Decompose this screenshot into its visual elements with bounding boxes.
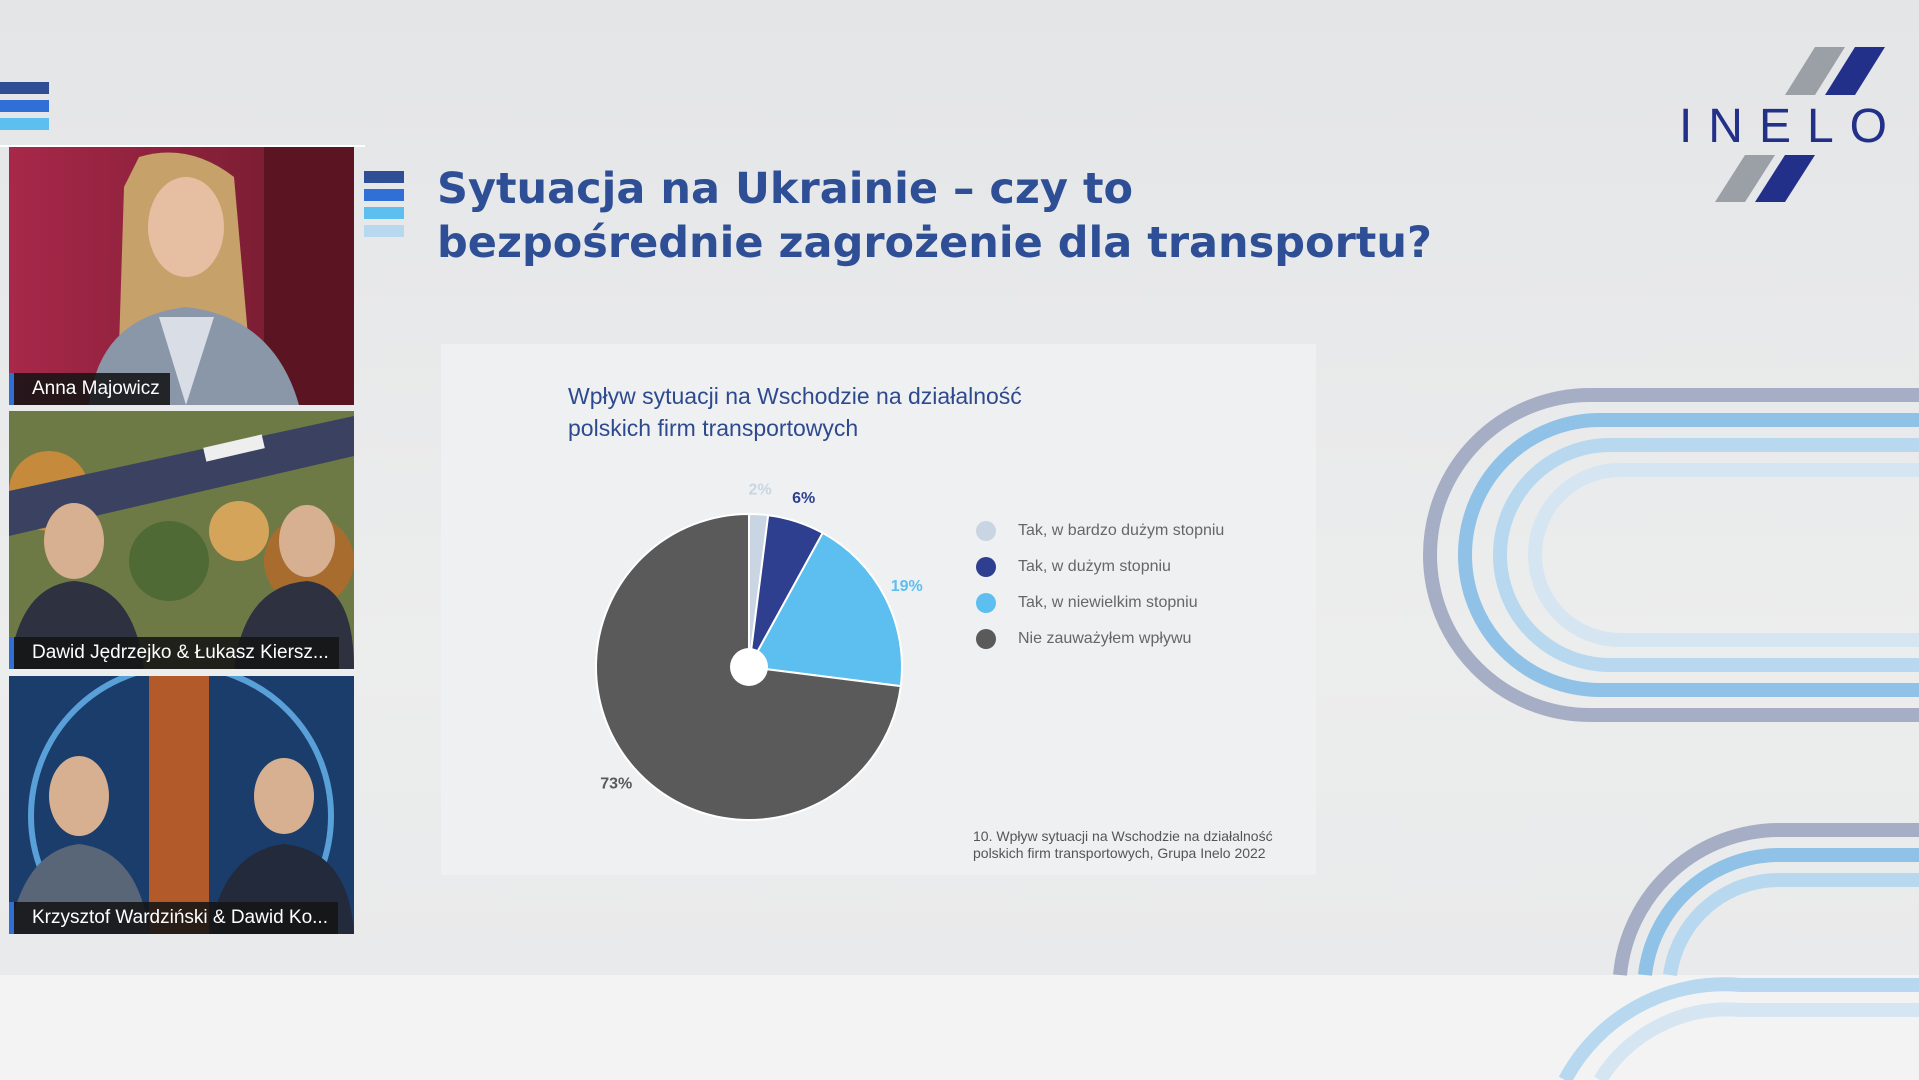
video-feed — [9, 676, 354, 934]
chart: 2% 6% 19% 73% Tak, w bardzo dużym stopniu Tak… — [595, 482, 1224, 821]
title-line: bezpośrednie zagrożenie dla transportu? — [437, 218, 1432, 268]
video-tile[interactable]: Krzysztof Wardziński & Dawid Ko... — [9, 676, 354, 934]
legend-label: Tak, w dużym stopniu — [1018, 558, 1171, 575]
legend-swatch — [976, 593, 996, 613]
video-tile[interactable]: Dawid Jędrzejko & Łukasz Kiersz... — [9, 411, 354, 669]
legend-label: Tak, w bardzo dużym stopniu — [1018, 522, 1224, 539]
legend-label: Tak, w niewielkim stopniu — [1018, 594, 1198, 611]
slice-label: 6% — [792, 490, 815, 507]
chart-source: 10. Wpływ sytuacji na Wschodzie na dział… — [973, 828, 1273, 861]
slide-title: Sytuacja na Ukrainie – czy to bezpośredn… — [437, 162, 1432, 270]
video-feed — [9, 147, 354, 405]
video-tile[interactable]: Anna Majowicz — [9, 147, 354, 405]
legend-swatch — [976, 629, 996, 649]
chart-title: Wpływ sytuacji na Wschodzie na działalno… — [568, 383, 1022, 441]
participant-name: Krzysztof Wardziński & Dawid Ko... — [9, 902, 338, 934]
slice-label: 2% — [749, 482, 772, 499]
title-line: Sytuacja na Ukrainie – czy to — [437, 164, 1134, 214]
participant-name: Dawid Jędrzejko & Łukasz Kiersz... — [9, 637, 339, 669]
legend-label: Nie zauważyłem wpływu — [1018, 630, 1191, 647]
pie-slice — [747, 531, 903, 688]
slice-label: 19% — [891, 578, 923, 595]
slice-label: 73% — [600, 775, 632, 792]
legend-swatch — [976, 557, 996, 577]
participant-name: Anna Majowicz — [9, 373, 170, 405]
logo: INELO — [1679, 100, 1903, 153]
pie-hole — [730, 648, 768, 686]
chart-panel: Wpływ sytuacji na Wschodzie na działalno… — [441, 344, 1316, 875]
video-feed — [9, 411, 354, 669]
legend-swatch — [976, 521, 996, 541]
